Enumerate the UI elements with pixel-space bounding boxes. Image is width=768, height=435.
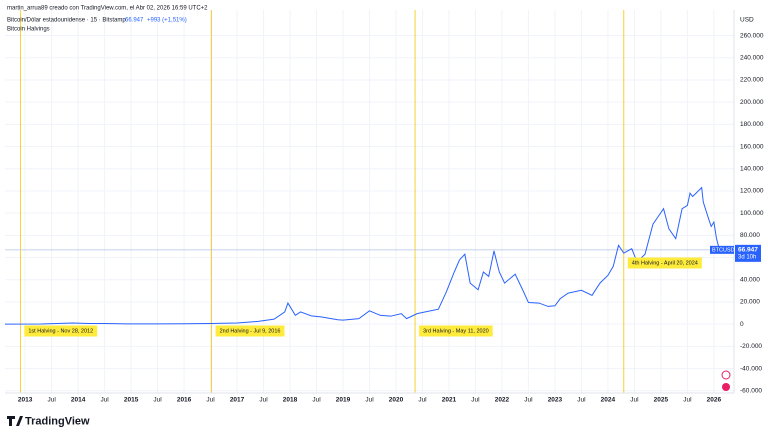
countdown: 3d 10h xyxy=(738,254,756,260)
y-tick-label: -60.000 xyxy=(740,387,762,394)
y-tick-label: 100.000 xyxy=(740,210,764,217)
plot xyxy=(4,10,734,393)
x-tick-label: 2014 xyxy=(71,397,86,404)
change: +993 (+1,51%) xyxy=(147,18,187,24)
y-tick-label: -40.000 xyxy=(740,365,762,372)
x-tick-label: Jul xyxy=(577,397,586,404)
x-tick-label: 2020 xyxy=(389,397,404,404)
x-tick-label: Jul xyxy=(153,397,162,404)
indicator: Bitcoin Halvings xyxy=(7,27,50,33)
halving-label: 3rd Halving - May 11, 2020 xyxy=(423,328,489,334)
x-tick-label: 2021 xyxy=(442,397,457,404)
halving-label: 4th Halving - April 20, 2024 xyxy=(632,260,698,266)
price-tag-label: 66.947 xyxy=(738,247,758,254)
x-tick-label: Jul xyxy=(524,397,533,404)
price: 66.947 xyxy=(125,18,144,24)
x-tick-label: 2026 xyxy=(707,397,722,404)
x-tick-label: 2017 xyxy=(230,397,245,404)
attribution: martin_arrua89 creado con TradingView.co… xyxy=(7,6,208,12)
event-icon[interactable] xyxy=(722,383,730,391)
x-tick-label: Jul xyxy=(365,397,374,404)
y-tick-label: 260.000 xyxy=(740,32,764,39)
y-tick-label: 140.000 xyxy=(740,165,764,172)
y-tick-label: 160.000 xyxy=(740,143,764,150)
x-tick-label: 2018 xyxy=(283,397,298,404)
event-icon[interactable] xyxy=(721,370,731,380)
halving-label: 1st Halving - Nov 28, 2012 xyxy=(28,328,93,334)
brand: TradingView xyxy=(25,415,90,427)
y-tick-label: -20.000 xyxy=(740,343,762,350)
x-tick-label: 2023 xyxy=(548,397,563,404)
halving-label: 2nd Halving - Jul 9, 2016 xyxy=(220,328,281,334)
y-tick-label: 120.000 xyxy=(740,188,764,195)
logo: TradingView xyxy=(7,415,90,427)
x-tick-label: Jul xyxy=(47,397,56,404)
series-tag-label: BTCUSD xyxy=(712,247,735,253)
logo-mark xyxy=(7,416,23,426)
axis-unit: USD xyxy=(740,17,754,24)
y-tick-label: 180.000 xyxy=(740,121,764,128)
x-tick-label: 2019 xyxy=(336,397,351,404)
price-tag xyxy=(735,244,761,262)
x-tick-label: Jul xyxy=(312,397,321,404)
x-tick-label: 2022 xyxy=(495,397,510,404)
y-tick-label: 220.000 xyxy=(740,77,764,84)
grid xyxy=(5,10,734,393)
y-tick-label: 200.000 xyxy=(740,99,764,106)
x-tick-label: Jul xyxy=(471,397,480,404)
y-tick-label: 40.000 xyxy=(740,276,760,283)
x-tick-label: 2024 xyxy=(601,397,616,404)
x-tick-label: Jul xyxy=(683,397,692,404)
series-tag xyxy=(710,245,734,254)
price-series xyxy=(4,186,725,325)
x-tick-label: 2015 xyxy=(124,397,139,404)
x-tick-label: Jul xyxy=(630,397,639,404)
halving-label-box xyxy=(24,325,98,337)
y-tick-label: 240.000 xyxy=(740,54,764,61)
halving-label-box xyxy=(215,325,285,337)
x-tick-label: 2025 xyxy=(654,397,669,404)
y-tick-label: 20.000 xyxy=(740,299,760,306)
x-tick-label: Jul xyxy=(259,397,268,404)
y-tick-label: 0 xyxy=(740,321,744,328)
x-tick-label: Jul xyxy=(418,397,427,404)
x-tick-label: 2013 xyxy=(18,397,33,404)
halving-label-box xyxy=(419,325,493,337)
y-tick-label: 80.000 xyxy=(740,232,760,239)
halving-label-box xyxy=(627,257,702,269)
x-tick-label: Jul xyxy=(206,397,215,404)
symbol: Bitcoin/Dólar estadounidense · 15 · Bits… xyxy=(7,18,126,24)
x-tick-label: 2016 xyxy=(177,397,192,404)
x-tick-label: Jul xyxy=(100,397,109,404)
